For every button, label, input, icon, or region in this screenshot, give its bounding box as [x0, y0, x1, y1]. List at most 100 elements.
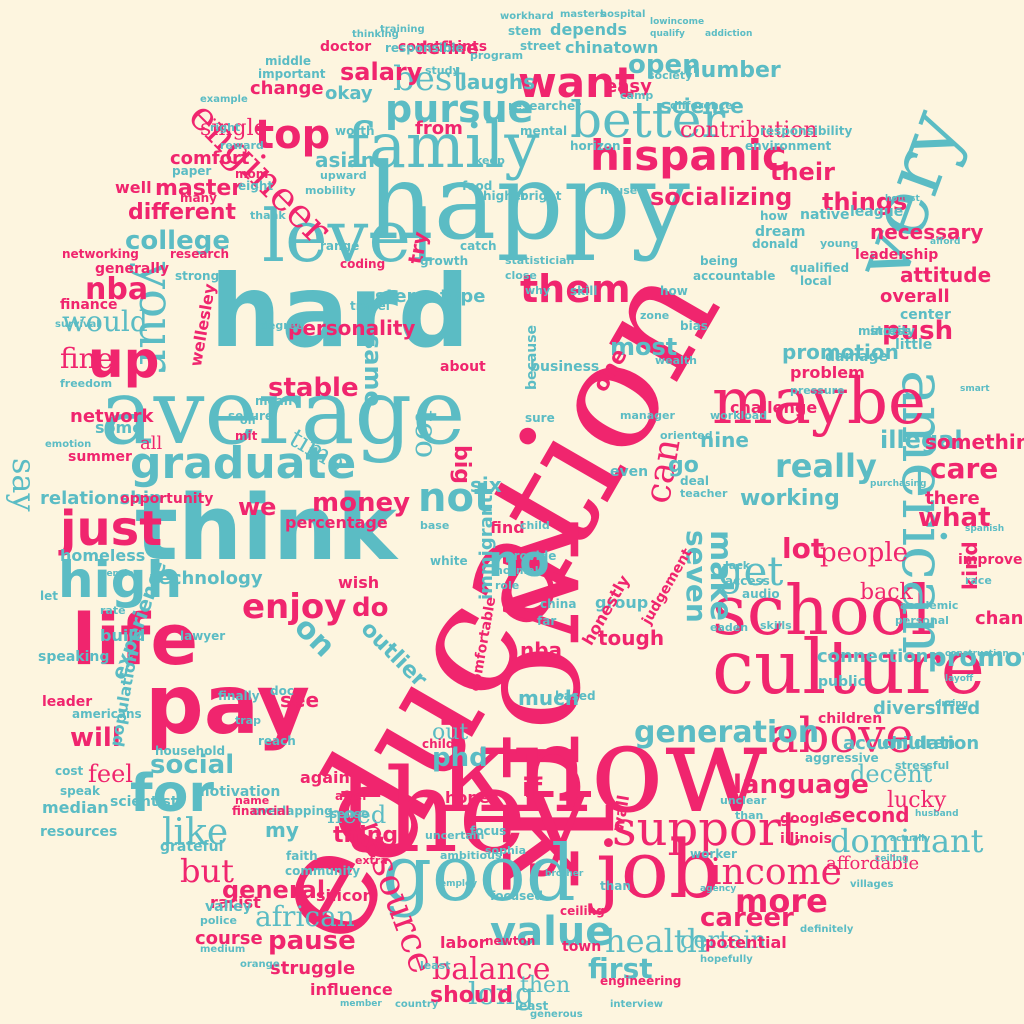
word-valley: americans — [72, 707, 142, 721]
word-secure: base — [420, 519, 450, 532]
word-try: most — [610, 333, 678, 361]
word-qualified: race — [965, 574, 992, 587]
word-attitude: overall — [880, 286, 950, 307]
word-then: then — [520, 973, 571, 998]
word-from: asian — [315, 148, 375, 172]
word-eaden: role — [495, 579, 520, 592]
word-mit: uncertain — [425, 829, 485, 842]
word-member: construction — [945, 649, 1009, 659]
word-contribution: easy — [605, 76, 652, 97]
word-researcher: program — [470, 49, 524, 62]
word-hourly: least — [420, 959, 451, 972]
word-decent: decent — [850, 760, 933, 788]
word-similar: survival — [55, 319, 100, 330]
word-provide: community — [285, 864, 361, 878]
word-standard: spanish — [965, 524, 1005, 534]
word-life: life — [72, 599, 198, 681]
word-generally: generally — [95, 261, 170, 277]
word-average: average — [100, 360, 466, 465]
word-overlapping: speak — [60, 784, 100, 798]
word-worker: newton — [485, 934, 536, 948]
word-responsible: important — [258, 67, 326, 81]
word-but: but — [180, 852, 234, 890]
word-skill: food — [462, 179, 493, 193]
word-care: care — [930, 452, 999, 485]
word-value: value — [490, 909, 613, 955]
word-upward: upward — [320, 169, 367, 182]
word-program: street — [520, 39, 561, 53]
word-academic: google — [780, 811, 834, 827]
word-explore: emotion — [45, 439, 92, 450]
word-country: during — [935, 699, 969, 709]
word-improve: oriented — [660, 429, 713, 442]
word-thinking: thinking — [352, 29, 399, 40]
word-children: children — [818, 711, 883, 727]
word-paper: eight — [238, 179, 274, 193]
word-americans: let — [40, 589, 58, 603]
word-skills: normal — [495, 564, 539, 577]
word-regulation: definitely — [800, 924, 854, 935]
word-personality: personality — [288, 316, 416, 340]
word-diversified: diversified — [873, 698, 981, 719]
word-comfort: well — [115, 178, 152, 197]
word-second: second — [830, 803, 910, 827]
word-course: course — [195, 928, 263, 949]
word-after: financial — [232, 804, 290, 818]
word-motivation: motivation — [195, 784, 281, 800]
word-go: illegal — [880, 426, 963, 454]
word-health: health — [605, 922, 708, 960]
word-coding: coding — [340, 257, 386, 271]
word-support: support — [612, 801, 801, 857]
word-difference: responsibility — [760, 124, 853, 138]
word-fine: fine — [60, 342, 114, 375]
word-working: working — [740, 486, 840, 511]
word-balance: balance — [432, 952, 551, 987]
word-certain: certain — [680, 926, 767, 954]
word-base: sophia — [485, 844, 527, 857]
word-mean: sure — [525, 411, 555, 425]
word-some: some — [95, 418, 144, 437]
word-animals: agency — [700, 884, 737, 894]
word-minority: improve — [958, 552, 1023, 568]
word-computer: deal — [680, 474, 709, 488]
word-newton: audio — [742, 587, 780, 601]
word-social: social — [150, 750, 235, 780]
word-why: how — [660, 284, 688, 298]
word-like: like — [162, 812, 229, 853]
word-accumulation: accumulation — [843, 733, 980, 754]
word-something: there — [925, 488, 980, 509]
word-necessary: socializing — [650, 183, 793, 211]
word-lack: white — [430, 554, 468, 568]
word-grocery: lowincome — [650, 17, 705, 27]
word-sense: sense — [330, 807, 370, 821]
word-anyway: statistician — [505, 254, 575, 267]
word-about: mit — [235, 429, 258, 443]
word-personal: illinois — [780, 831, 832, 847]
word-study: study — [425, 64, 460, 77]
word-general: general — [222, 876, 326, 904]
word-good: good — [382, 829, 576, 919]
word-sure: faith — [286, 849, 318, 863]
word-easy: open — [628, 50, 701, 80]
word-number: science — [660, 94, 744, 118]
word-medium: actually — [890, 834, 931, 844]
word-resources: resources — [40, 824, 118, 840]
word-strong: dream — [755, 224, 806, 240]
word-hispanic: hispanic — [590, 131, 787, 180]
word-enjoy: enjoy — [242, 587, 347, 627]
word-their: things — [822, 188, 908, 216]
word-damage: local — [800, 274, 832, 288]
word-nine: go — [668, 453, 699, 478]
word-wealth: smart — [960, 384, 990, 394]
word-bias: damage — [825, 349, 889, 365]
word-china: child — [520, 519, 550, 532]
word-want: want — [518, 58, 636, 107]
word-career: career — [700, 903, 794, 933]
word-faith: pressure — [790, 384, 845, 397]
word-construction: employ — [440, 879, 478, 889]
word-center: league — [850, 204, 904, 220]
word-grateful: grateful — [160, 839, 224, 855]
word-masters: masters — [560, 9, 606, 20]
word-villages: generous — [530, 1009, 583, 1020]
word-well: salary — [340, 58, 423, 86]
